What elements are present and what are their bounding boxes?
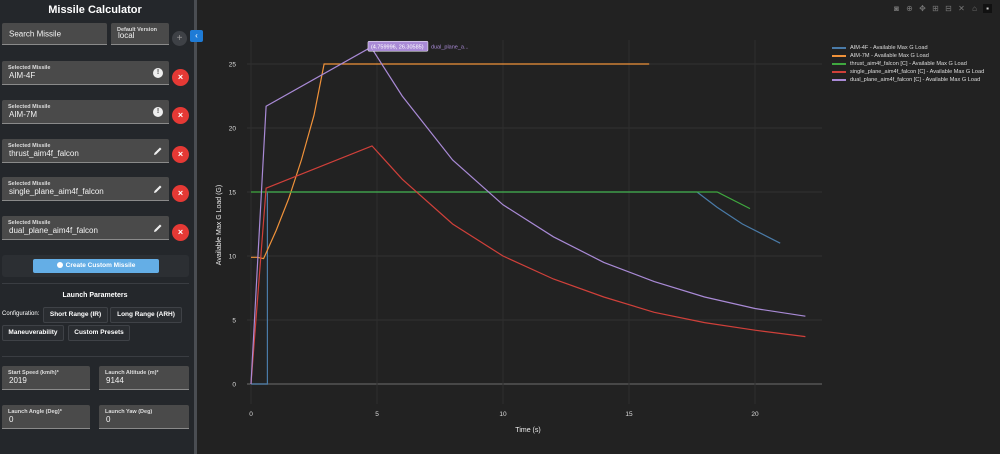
- launch-angle-input[interactable]: Launch Angle (Deg)* 0: [2, 405, 90, 429]
- legend-label: AIM-4F - Available Max G Load: [850, 45, 928, 51]
- preset-custom-button[interactable]: Custom Presets: [68, 325, 130, 341]
- selected-missile-field[interactable]: Selected Missile AIM-4F !: [2, 61, 169, 85]
- legend-item[interactable]: thrust_aim4f_falcon [C] - Available Max …: [832, 60, 984, 68]
- sidebar-divider[interactable]: [194, 0, 197, 454]
- remove-missile-button[interactable]: ×: [172, 69, 189, 86]
- selected-missile-value: AIM-7M: [9, 110, 37, 119]
- launch-altitude-input[interactable]: Launch Altitude (m)* 9144: [99, 366, 189, 390]
- plus-circle-icon: [56, 261, 63, 268]
- selected-missile-value: dual_plane_aim4f_falcon: [9, 226, 98, 235]
- legend-label: single_plane_aim4f_falcon [C] - Availabl…: [850, 69, 985, 75]
- default-version-value: local: [118, 31, 135, 40]
- legend-label: AIM-7M - Available Max G Load: [850, 53, 929, 59]
- launch-altitude-value: 9144: [106, 376, 124, 385]
- start-speed-input[interactable]: Start Speed (km/h)* 2019: [2, 366, 90, 390]
- default-version-select[interactable]: Default Version local: [111, 23, 169, 45]
- preset-maneuverability-button[interactable]: Maneuverability: [2, 325, 64, 341]
- remove-missile-button[interactable]: ×: [172, 185, 189, 202]
- launch-yaw-input[interactable]: Launch Yaw (Deg) 0: [99, 405, 189, 429]
- launch-angle-value: 0: [9, 415, 14, 424]
- sidebar: Missile Calculator Search Missile Defaul…: [0, 0, 194, 454]
- legend-swatch: [832, 63, 846, 65]
- edit-icon[interactable]: [153, 146, 163, 156]
- legend-label: thrust_aim4f_falcon [C] - Available Max …: [850, 61, 967, 67]
- legend-item[interactable]: dual_plane_aim4f_falcon [C] - Available …: [832, 76, 984, 84]
- default-version-label: Default Version: [117, 27, 158, 33]
- legend-swatch: [832, 55, 846, 57]
- info-icon[interactable]: !: [153, 106, 163, 117]
- selected-missile-label: Selected Missile: [8, 143, 51, 149]
- collapse-sidebar-button[interactable]: ‹: [190, 30, 203, 42]
- add-missile-button[interactable]: +: [172, 31, 187, 46]
- modebar: ◙ ⊕ ✥ ⊞ ⊟ ✕ ⌂ ▪: [892, 4, 992, 13]
- legend-item[interactable]: single_plane_aim4f_falcon [C] - Availabl…: [832, 68, 984, 76]
- app-title: Missile Calculator: [48, 4, 142, 16]
- preset-short-range-button[interactable]: Short Range (IR): [43, 307, 108, 323]
- legend: AIM-4F - Available Max G Load AIM-7M - Av…: [832, 44, 984, 84]
- selected-missile-field[interactable]: Selected Missile AIM-7M !: [2, 100, 169, 124]
- selected-missile-field[interactable]: Selected Missile dual_plane_aim4f_falcon: [2, 216, 169, 240]
- legend-item[interactable]: AIM-7M - Available Max G Load: [832, 52, 984, 60]
- remove-missile-button[interactable]: ×: [172, 107, 189, 124]
- create-custom-missile-label: Create Custom Missile: [65, 262, 136, 269]
- selected-missile-label: Selected Missile: [8, 220, 51, 226]
- zoom-icon[interactable]: ⊕: [906, 4, 913, 13]
- legend-swatch: [832, 47, 846, 49]
- legend-swatch: [832, 71, 846, 73]
- selected-missile-value: AIM-4F: [9, 71, 36, 80]
- launch-angle-label: Launch Angle (Deg)*: [8, 409, 62, 415]
- zoom-out-icon[interactable]: ⊟: [945, 4, 952, 13]
- info-icon[interactable]: !: [153, 67, 163, 78]
- legend-swatch: [832, 79, 846, 81]
- selected-missile-label: Selected Missile: [8, 181, 51, 187]
- pan-icon[interactable]: ✥: [919, 4, 926, 13]
- divider: [2, 356, 189, 357]
- launch-altitude-label: Launch Altitude (m)*: [105, 370, 159, 376]
- start-speed-value: 2019: [9, 376, 27, 385]
- selected-missile-value: single_plane_aim4f_falcon: [9, 187, 104, 196]
- selected-missile-field[interactable]: Selected Missile single_plane_aim4f_falc…: [2, 177, 169, 201]
- reset-axes-icon[interactable]: ⌂: [972, 4, 977, 13]
- autoscale-icon[interactable]: ✕: [958, 4, 965, 13]
- camera-icon[interactable]: ◙: [894, 4, 899, 13]
- zoom-in-icon[interactable]: ⊞: [932, 4, 939, 13]
- remove-missile-button[interactable]: ×: [172, 146, 189, 163]
- configuration-label: Configuration:: [2, 311, 40, 317]
- divider: [2, 283, 189, 284]
- start-speed-label: Start Speed (km/h)*: [8, 370, 59, 376]
- selected-missile-field[interactable]: Selected Missile thrust_aim4f_falcon: [2, 139, 169, 163]
- selected-missile-label: Selected Missile: [8, 104, 51, 110]
- search-missile-label: Search Missile: [9, 29, 62, 38]
- create-custom-missile-button[interactable]: Create Custom Missile: [33, 259, 159, 273]
- selected-missile-value: thrust_aim4f_falcon: [9, 149, 79, 158]
- edit-icon[interactable]: [153, 184, 163, 194]
- search-missile-input[interactable]: Search Missile: [2, 23, 107, 45]
- legend-item[interactable]: AIM-4F - Available Max G Load: [832, 44, 984, 52]
- launch-parameters-title: Launch Parameters: [62, 292, 128, 299]
- preset-long-range-button[interactable]: Long Range (ARH): [110, 307, 182, 323]
- plotly-logo-icon[interactable]: ▪: [983, 4, 992, 13]
- launch-yaw-value: 0: [106, 415, 111, 424]
- selected-missile-label: Selected Missile: [8, 65, 51, 71]
- edit-icon[interactable]: [153, 223, 163, 233]
- launch-yaw-label: Launch Yaw (Deg): [105, 409, 153, 415]
- legend-label: dual_plane_aim4f_falcon [C] - Available …: [850, 77, 981, 83]
- remove-missile-button[interactable]: ×: [172, 224, 189, 241]
